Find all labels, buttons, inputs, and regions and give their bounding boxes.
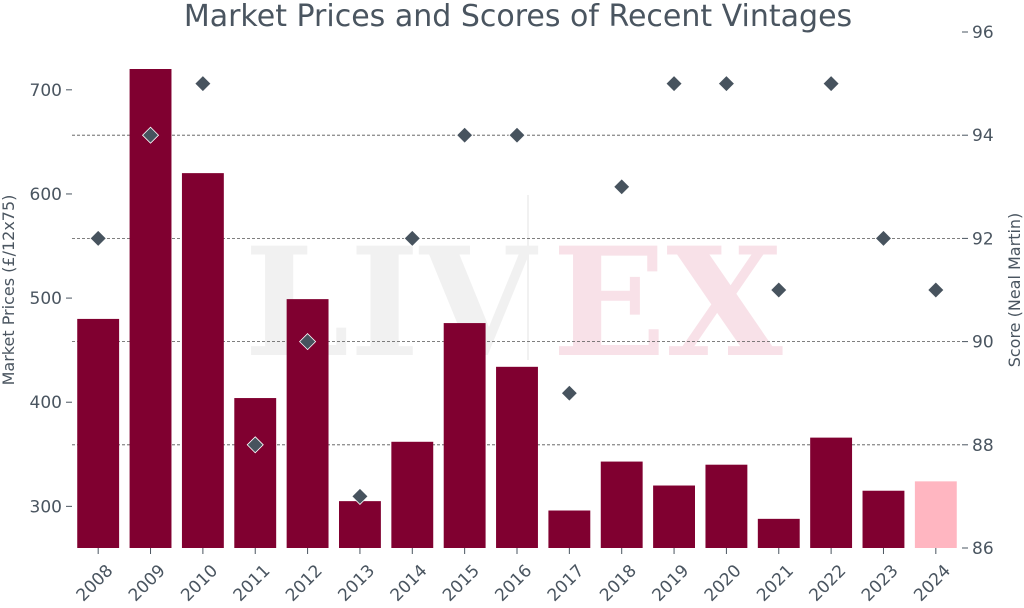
x-tick-label: 2016 (491, 561, 536, 606)
score-marker-2010 (194, 75, 212, 93)
bar-2013 (339, 501, 381, 548)
y2-axis-label: Score (Neal Martin) (1005, 213, 1024, 368)
watermark-ex: EX (552, 215, 783, 391)
x-tick-label: 2012 (282, 561, 327, 606)
x-tick-label: 2008 (73, 561, 118, 606)
bar-2021 (757, 518, 800, 548)
y2-tick-label: 92 (972, 229, 994, 249)
y2-tick-label: 88 (972, 436, 994, 456)
bar-2016 (496, 366, 538, 548)
bar-2024 (914, 481, 957, 548)
y-tick-label: 500 (30, 289, 62, 309)
score-marker-2008 (89, 229, 107, 247)
score-marker-2020 (717, 75, 735, 93)
score-marker-2012 (299, 333, 317, 351)
chart-title: Market Prices and Scores of Recent Vinta… (184, 0, 852, 34)
score-marker-2021 (770, 281, 788, 299)
bar-2011 (234, 398, 277, 548)
x-tick-label: 2024 (910, 561, 955, 606)
x-tick-label: 2023 (858, 561, 903, 606)
score-marker-2011 (246, 436, 264, 454)
bar-2015 (443, 323, 486, 548)
bar-2022 (810, 437, 853, 548)
x-tick-label: 2020 (701, 561, 746, 606)
score-marker-2014 (403, 229, 421, 247)
score-marker-2015 (456, 126, 474, 144)
x-tick-label: 2009 (125, 561, 170, 606)
x-tick-label: 2015 (439, 561, 484, 606)
bar-2014 (391, 441, 434, 548)
y-tick-label: 300 (30, 497, 62, 517)
score-marker-2009 (141, 126, 160, 144)
x-axis-ticks: 2008 2009 2010 2011 2012 2013 2014 2015 2016 2017… (73, 548, 955, 606)
bar-2008 (77, 318, 120, 548)
x-tick-label: 2018 (596, 561, 641, 606)
x-tick-label: 2010 (177, 561, 222, 606)
y-tick-label: 400 (30, 393, 62, 413)
x-tick-label: 2019 (648, 561, 693, 606)
bar-2023 (862, 490, 905, 548)
bar-2010 (181, 173, 224, 548)
bar-2018 (600, 461, 643, 548)
score-markers (89, 75, 945, 505)
y-tick-label: 700 (30, 81, 62, 101)
x-tick-label: 2022 (806, 561, 851, 606)
bar-2017 (548, 510, 591, 548)
score-marker-2019 (665, 75, 683, 93)
x-tick-label: 2014 (387, 561, 432, 606)
x-tick-label: 2017 (544, 561, 589, 606)
score-marker-2023 (874, 229, 893, 247)
y2-tick-label: 94 (972, 126, 994, 146)
bar-2019 (653, 485, 695, 548)
bar-2020 (705, 464, 748, 548)
y-axis-label: Market Prices (£/12x75) (0, 195, 18, 386)
x-tick-label: 2021 (753, 561, 798, 606)
bar-2009 (129, 69, 172, 548)
score-marker-2022 (822, 75, 840, 93)
y2-tick-label: 86 (972, 539, 994, 559)
score-marker-2013 (351, 487, 369, 505)
score-marker-2024 (927, 281, 945, 299)
y-tick-label: 600 (30, 185, 62, 205)
score-marker-2018 (613, 178, 631, 196)
x-tick-label: 2011 (230, 561, 275, 606)
y2-tick-label: 96 (972, 23, 994, 43)
y2-tick-label: 90 (972, 333, 994, 353)
x-tick-label: 2013 (334, 561, 379, 606)
y2-axis-ticks: 86 88 90 92 94 96 (962, 23, 994, 559)
score-marker-2016 (508, 126, 526, 144)
y-axis-ticks: 300 400 500 600 700 (30, 81, 72, 517)
score-marker-2017 (560, 384, 578, 402)
